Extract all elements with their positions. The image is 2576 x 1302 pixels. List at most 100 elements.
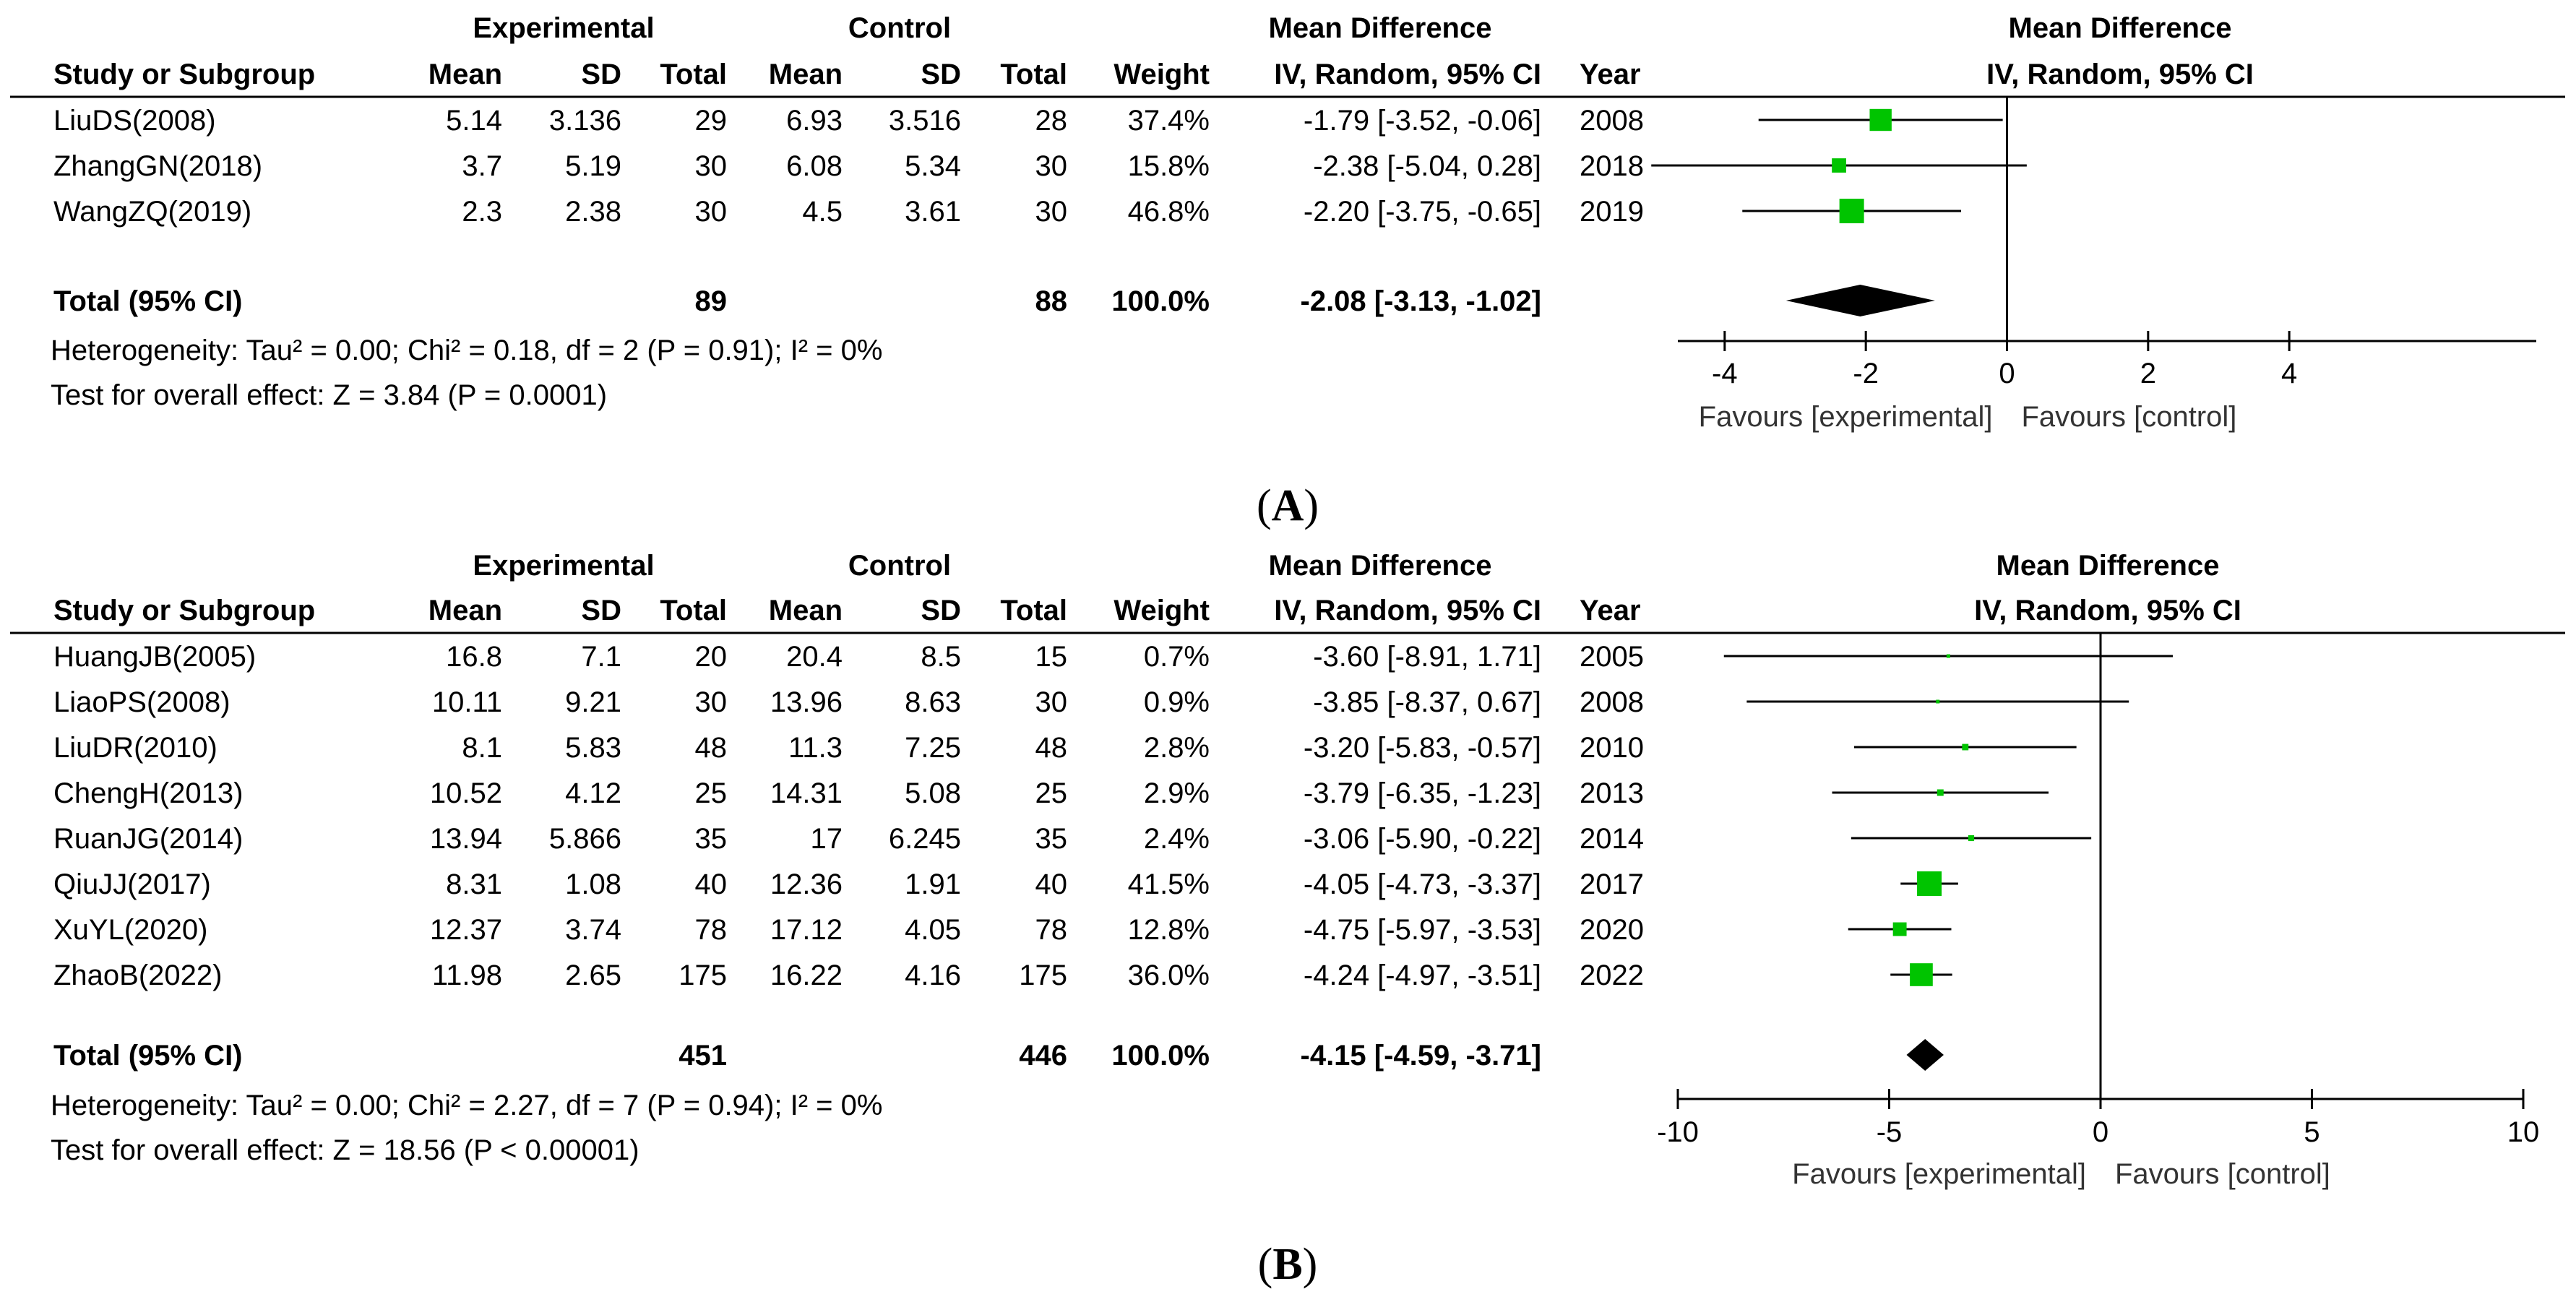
total-n-experimental: 451 <box>679 1040 727 1072</box>
ci-header: IV, Random, 95% CI <box>1274 59 1541 90</box>
study-name: LiaoPS(2008) <box>53 686 231 718</box>
study-weight: 0.7% <box>1144 641 1210 673</box>
x-tick-label: 0 <box>2093 1116 2108 1148</box>
mean-experimental: 3.7 <box>462 150 502 182</box>
study-effect-square <box>1910 963 1933 986</box>
total-experimental: 29 <box>695 105 728 137</box>
sd-control: 4.05 <box>905 914 961 946</box>
total-control: 25 <box>1035 777 1068 809</box>
mean-experimental: 8.1 <box>462 732 502 764</box>
mean-experimental: 11.98 <box>432 960 502 991</box>
year-header: Year <box>1580 59 1641 90</box>
total-ci: -2.08 [-3.13, -1.02] <box>1301 285 1542 317</box>
total-control: 78 <box>1035 914 1068 946</box>
total-n-control: 88 <box>1035 285 1068 317</box>
study-effect-square <box>1839 199 1864 223</box>
mean-control: 14.31 <box>770 777 843 809</box>
sd-control: 8.5 <box>921 641 961 673</box>
panel-label: (B) <box>1258 1240 1318 1289</box>
study-weight: 0.9% <box>1144 686 1210 718</box>
study-name: WangZQ(2019) <box>53 196 251 228</box>
study-effect-square <box>1968 835 1975 842</box>
sd-control: 4.16 <box>905 960 961 991</box>
study-weight: 2.4% <box>1144 823 1210 855</box>
sd-experimental: 1.08 <box>565 868 621 900</box>
study-weight: 41.5% <box>1128 868 1210 900</box>
study-effect-square <box>1869 108 1892 132</box>
plot-title: Mean Difference <box>2009 12 2232 44</box>
total-c-header: Total <box>1000 59 1067 90</box>
mean-experimental: 5.14 <box>446 105 502 137</box>
favours-experimental: Favours [experimental] <box>1699 401 1993 433</box>
study-effect-square <box>1917 871 1942 896</box>
sd-control: 1.91 <box>905 868 961 900</box>
mean-experimental: 8.31 <box>446 868 502 900</box>
study-year: 2005 <box>1580 641 1644 673</box>
control-header: Control <box>848 12 951 44</box>
study-year: 2018 <box>1580 150 1644 182</box>
sd-experimental: 4.12 <box>565 777 621 809</box>
plot-subtitle: IV, Random, 95% CI <box>1974 595 2241 626</box>
mean-control: 4.5 <box>802 196 843 228</box>
study-year: 2019 <box>1580 196 1644 228</box>
total-label: Total (95% CI) <box>53 285 243 317</box>
mean-experimental: 10.11 <box>432 686 502 718</box>
sd-experimental: 5.19 <box>565 150 621 182</box>
study-effect-square <box>1962 743 1969 751</box>
mean-control: 17.12 <box>770 914 843 946</box>
total-control: 30 <box>1035 686 1068 718</box>
total-label: Total (95% CI) <box>53 1040 243 1072</box>
mean-experimental: 13.94 <box>430 823 502 855</box>
study-effect-square <box>1936 699 1940 704</box>
study-ci: -4.05 [-4.73, -3.37] <box>1304 868 1541 900</box>
weight-header: Weight <box>1113 59 1210 90</box>
overall-effect-text: Test for overall effect: Z = 3.84 (P = 0… <box>51 379 607 411</box>
total-control: 40 <box>1035 868 1068 900</box>
heterogeneity-text: Heterogeneity: Tau² = 0.00; Chi² = 0.18,… <box>51 335 882 366</box>
weight-header: Weight <box>1113 595 1210 626</box>
x-tick-label: -4 <box>1712 358 1738 389</box>
sd-control: 5.34 <box>905 150 961 182</box>
study-name: XuYL(2020) <box>53 914 207 946</box>
total-experimental: 30 <box>695 196 728 228</box>
favours-control: Favours [control] <box>2022 401 2237 433</box>
study-name: ZhangGN(2018) <box>53 150 262 182</box>
sd-experimental: 9.21 <box>565 686 621 718</box>
study-ci: -4.24 [-4.97, -3.51] <box>1304 960 1541 991</box>
study-year: 2013 <box>1580 777 1644 809</box>
total-weight: 100.0% <box>1111 1040 1210 1072</box>
x-tick-label: 10 <box>2507 1116 2540 1148</box>
mean-e-header: Mean <box>428 595 502 626</box>
study-weight: 15.8% <box>1128 150 1210 182</box>
study-ci: -3.60 [-8.91, 1.71] <box>1313 641 1541 673</box>
study-year: 2020 <box>1580 914 1644 946</box>
study-year: 2017 <box>1580 868 1644 900</box>
x-tick-label: 4 <box>2281 358 2297 389</box>
total-control: 15 <box>1035 641 1068 673</box>
experimental-header: Experimental <box>473 12 654 44</box>
mean-experimental: 10.52 <box>430 777 502 809</box>
sd-c-header: SD <box>921 59 961 90</box>
sd-control: 8.63 <box>905 686 961 718</box>
total-experimental: 35 <box>695 823 728 855</box>
mean-control: 12.36 <box>770 868 843 900</box>
total-experimental: 30 <box>695 150 728 182</box>
mean-control: 17 <box>811 823 843 855</box>
plot-title: Mean Difference <box>1996 550 2220 582</box>
study-year: 2022 <box>1580 960 1644 991</box>
total-c-header: Total <box>1000 595 1067 626</box>
total-experimental: 48 <box>695 732 728 764</box>
study-name: HuangJB(2005) <box>53 641 256 673</box>
mean-experimental: 16.8 <box>446 641 502 673</box>
total-weight: 100.0% <box>1111 285 1210 317</box>
x-tick-label: -5 <box>1877 1116 1903 1148</box>
experimental-header: Experimental <box>473 550 654 582</box>
total-control: 175 <box>1019 960 1067 991</box>
study-name: ChengH(2013) <box>53 777 243 809</box>
favours-control: Favours [control] <box>2115 1158 2330 1190</box>
study-ci: -3.79 [-6.35, -1.23] <box>1304 777 1541 809</box>
panel-letter: A <box>1272 481 1304 530</box>
total-experimental: 30 <box>695 686 728 718</box>
sd-experimental: 3.74 <box>565 914 621 946</box>
